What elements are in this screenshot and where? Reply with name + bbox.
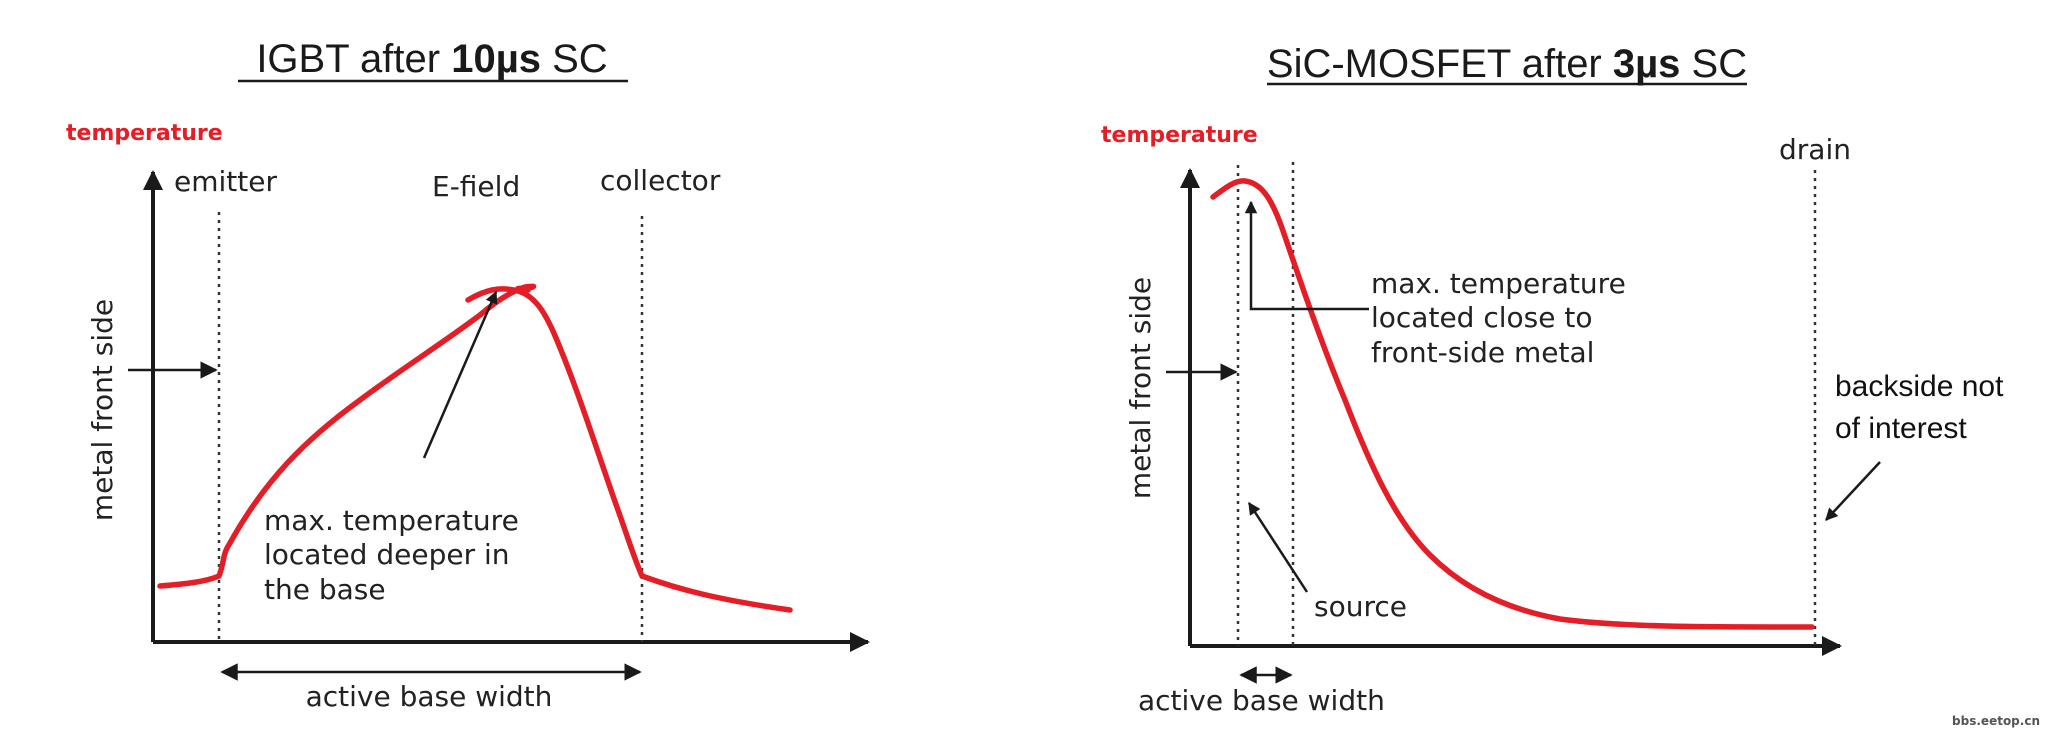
- sic-source-label: source: [1314, 590, 1407, 623]
- sic-metal-front-side-label: metal front side: [1124, 277, 1157, 499]
- igbt-collector-label: collector: [600, 164, 721, 197]
- igbt-temperature-curve-peak: [465, 286, 793, 613]
- sic-drain-label: drain: [1779, 133, 1851, 166]
- sic-backside-arrow: [1825, 461, 1881, 521]
- igbt-annotation-line-2: located deeper in: [264, 538, 510, 571]
- sic-temperature-label: temperature: [1101, 123, 1258, 148]
- igbt-annotation-line-3: the base: [264, 573, 386, 606]
- sic-annotation-line-3: front-side metal: [1371, 336, 1594, 369]
- igbt-annotation-arrow: [422, 290, 498, 459]
- sic-annotation-arrow: [1244, 200, 1369, 311]
- sic-base-width-label: active base width: [1138, 684, 1385, 717]
- igbt-annotation-line-1: max. temperature: [264, 504, 519, 537]
- igbt-metal-front-side-label: metal front side: [86, 299, 119, 521]
- sic-mosfet-panel: SiC-MOSFET after 3µs SC temperature meta…: [1101, 42, 2004, 717]
- igbt-panel: IGBT after 10µs SC temperature metal fro…: [66, 37, 870, 713]
- sic-source-arrow: [1247, 501, 1309, 593]
- sic-backside-line-1: backside not: [1835, 370, 2004, 403]
- sic-temperature-curve: [1210, 178, 1815, 630]
- igbt-title: IGBT after 10µs SC: [256, 37, 607, 81]
- igbt-emitter-label: emitter: [174, 165, 277, 198]
- igbt-efield-label: E-field: [432, 170, 520, 203]
- watermark: bbs.eetop.cn: [1952, 714, 2040, 728]
- igbt-base-width-label: active base width: [306, 680, 553, 713]
- sic-annotation-line-1: max. temperature: [1371, 267, 1626, 300]
- sic-backside-line-2: of interest: [1835, 412, 1967, 445]
- sic-title: SiC-MOSFET after 3µs SC: [1267, 42, 1747, 86]
- sic-annotation-line-2: located close to: [1371, 301, 1592, 334]
- igbt-temperature-label: temperature: [66, 121, 223, 146]
